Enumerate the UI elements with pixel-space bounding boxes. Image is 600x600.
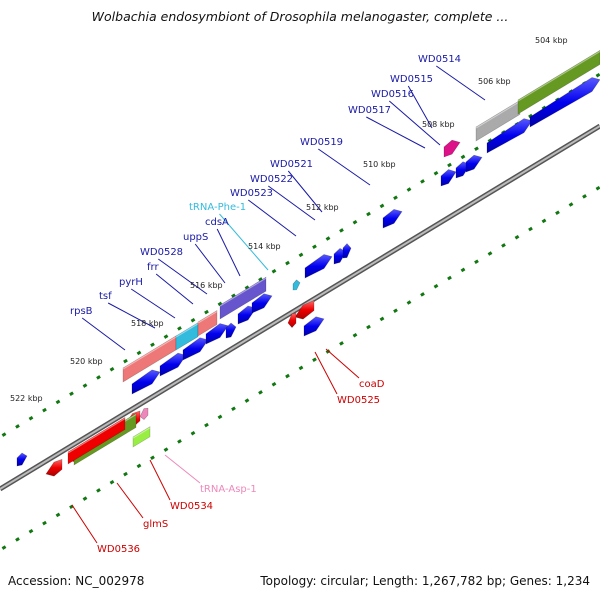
reverse-cds-feature xyxy=(294,300,315,320)
gene-label-wd0521[interactable]: WD0521 xyxy=(270,159,313,170)
gene-label-wd0517[interactable]: WD0517 xyxy=(348,105,391,116)
leader-line xyxy=(388,100,441,146)
tick-label: 514 kbp xyxy=(248,242,281,251)
gene-label-coad[interactable]: coaD xyxy=(359,379,385,390)
tick-label: 516 kbp xyxy=(190,281,223,290)
reverse-cds-feature xyxy=(45,458,63,477)
tick-label: 506 kbp xyxy=(478,77,511,86)
magenta-feature xyxy=(443,139,461,158)
forward-cds-feature xyxy=(342,243,352,259)
topology-label: Topology: circular; Length: 1,267,782 bp… xyxy=(260,574,590,588)
purple-feature xyxy=(219,276,267,320)
forward-cds-feature xyxy=(225,322,237,339)
forward-cds-feature xyxy=(159,352,187,377)
tick-label: 504 kbp xyxy=(535,36,568,45)
trna-feature xyxy=(139,407,149,420)
tick-label: 510 kbp xyxy=(363,160,396,169)
gene-labels: 504 kbp 506 kbp 508 kbp 510 kbp 512 kbp 514 k… xyxy=(10,36,568,555)
gene-label-wd0525[interactable]: WD0525 xyxy=(337,395,380,406)
forward-cds-feature xyxy=(237,305,257,325)
leader-line xyxy=(407,85,433,129)
forward-cds-feature xyxy=(16,452,28,467)
forward-cds-feature xyxy=(251,293,273,314)
gene-label-trna-asp-1[interactable]: tRNA-Asp-1 xyxy=(200,484,257,495)
leader-line xyxy=(158,258,208,295)
trna-feature xyxy=(175,322,199,351)
gene-label-wd0534[interactable]: WD0534 xyxy=(170,501,213,512)
gene-label-wd0519[interactable]: WD0519 xyxy=(300,137,343,148)
leader-line xyxy=(314,351,338,395)
tick-label: 508 kbp xyxy=(422,120,455,129)
reverse-cds-feature xyxy=(287,312,297,329)
leader-line xyxy=(149,459,171,501)
forward-cds-feature xyxy=(486,118,533,154)
map-title: Wolbachia endosymbiont of Drosophila mel… xyxy=(91,9,509,24)
gray-feature xyxy=(475,99,521,142)
gene-label-wd0514[interactable]: WD0514 xyxy=(418,54,461,65)
leader-line xyxy=(219,213,269,271)
leader-line xyxy=(116,482,144,519)
gene-label-glms[interactable]: glmS xyxy=(143,519,168,530)
trna-feature xyxy=(292,279,301,291)
gene-features xyxy=(16,50,600,477)
gene-label-pyrh[interactable]: pyrH xyxy=(119,277,143,288)
forward-cds-feature xyxy=(182,337,209,361)
gene-label-wd0522[interactable]: WD0522 xyxy=(250,174,293,185)
lime-feature xyxy=(132,426,151,448)
gene-label-rpsb[interactable]: rpsB xyxy=(70,306,93,317)
tick-label: 522 kbp xyxy=(10,394,43,403)
leader-line xyxy=(71,504,98,544)
rrna-feature xyxy=(197,309,218,337)
gene-label-wd0515[interactable]: WD0515 xyxy=(390,74,433,85)
gene-label-wd0523[interactable]: WD0523 xyxy=(230,188,273,199)
leader-line xyxy=(366,116,426,149)
forward-cds-feature xyxy=(529,77,600,128)
tick-label: 518 kbp xyxy=(131,319,164,328)
forward-cds-feature xyxy=(304,254,333,279)
leader-line xyxy=(130,288,176,319)
leader-line xyxy=(268,185,316,221)
gene-label-trna-phe-1[interactable]: tRNA-Phe-1 xyxy=(189,202,246,213)
leader-line xyxy=(216,228,241,277)
leader-line xyxy=(325,348,360,379)
forward-cds-feature xyxy=(303,316,325,337)
forward-cds-feature xyxy=(205,323,229,345)
reverse-cds-feature xyxy=(67,416,126,465)
tick-label: 520 kbp xyxy=(70,357,103,366)
leader-line xyxy=(155,273,194,305)
olive-feature xyxy=(517,50,600,115)
gene-label-cdsa[interactable]: cdsA xyxy=(205,217,229,228)
forward-cds-feature xyxy=(131,369,161,395)
forward-cds-feature xyxy=(382,209,403,229)
gene-label-upps[interactable]: uppS xyxy=(183,232,208,243)
gene-label-wd0536[interactable]: WD0536 xyxy=(97,544,140,555)
gene-label-wd0528[interactable]: WD0528 xyxy=(140,247,183,258)
forward-cds-feature xyxy=(465,154,483,173)
label-leaders xyxy=(71,65,486,544)
accession-label: Accession: NC_002978 xyxy=(8,574,145,588)
leader-line xyxy=(287,170,323,213)
leader-line xyxy=(318,148,371,186)
gene-label-wd0516[interactable]: WD0516 xyxy=(371,89,414,100)
tick-label: 512 kbp xyxy=(306,203,339,212)
gene-label-frr[interactable]: frr xyxy=(147,262,159,273)
leader-line xyxy=(436,65,486,101)
genome-backbone xyxy=(0,123,600,492)
leader-line xyxy=(107,302,156,329)
forward-cds-feature xyxy=(440,169,457,187)
leader-line xyxy=(164,454,201,484)
leader-line xyxy=(247,199,297,237)
leader-line xyxy=(194,243,226,284)
reverse-ring-ticks xyxy=(1,185,600,550)
leader-line xyxy=(81,317,126,351)
gene-label-tsf[interactable]: tsf xyxy=(99,291,112,302)
